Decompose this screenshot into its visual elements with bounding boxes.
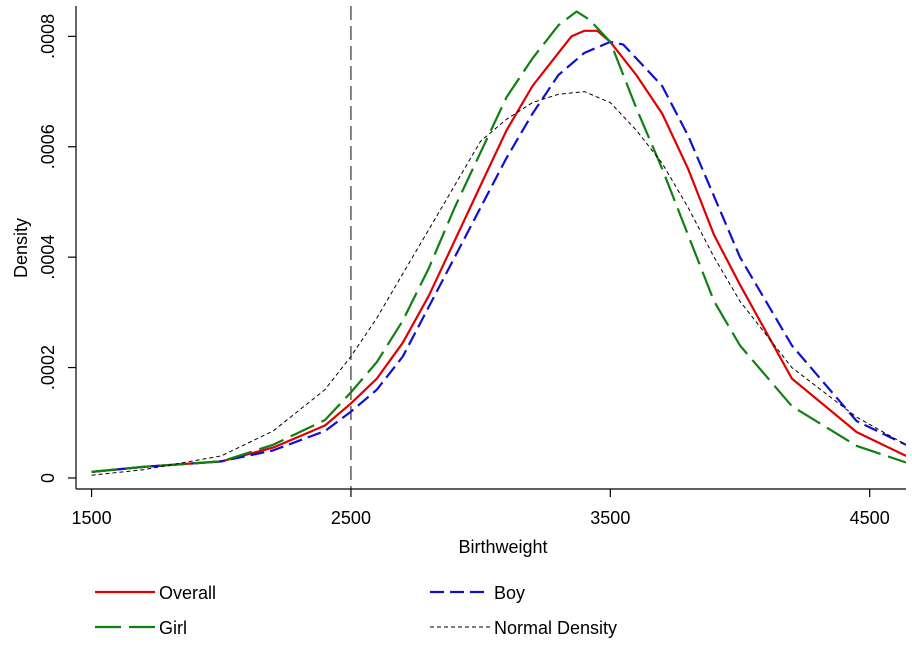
x-tick-label: 2500 [331, 508, 371, 528]
y-tick-label: .0006 [38, 124, 58, 169]
legend-item-boy: Boy [430, 583, 525, 603]
y-tick-label: .0004 [38, 235, 58, 280]
axis-layer: 1500 2500 3500 4500 0 .0002 .0004 .0006 .0008 [38, 6, 906, 528]
series-line-normal-density [91, 91, 906, 476]
legend-label-boy: Boy [494, 583, 525, 603]
series-line-overall [91, 29, 906, 473]
series-layer [91, 10, 906, 476]
legend-label-girl: Girl [159, 618, 187, 638]
y-tick-label: .0002 [38, 345, 58, 390]
x-axis-label: Birthweight [458, 537, 547, 557]
legend: Overall Boy Girl Normal Density [95, 583, 617, 638]
legend-item-overall: Overall [95, 583, 216, 603]
series-line-boy [91, 40, 906, 473]
series-line-girl [91, 10, 906, 473]
x-tick-label: 4500 [850, 508, 890, 528]
y-tick-label: .0008 [38, 14, 58, 59]
y-tick-label: 0 [38, 473, 58, 483]
legend-item-normal-density: Normal Density [430, 618, 617, 638]
y-axis-label: Density [11, 218, 31, 278]
legend-label-normal-density: Normal Density [494, 618, 617, 638]
x-tick-label: 1500 [72, 508, 112, 528]
x-tick-label: 3500 [590, 508, 630, 528]
legend-item-girl: Girl [95, 618, 187, 638]
legend-label-overall: Overall [159, 583, 216, 603]
